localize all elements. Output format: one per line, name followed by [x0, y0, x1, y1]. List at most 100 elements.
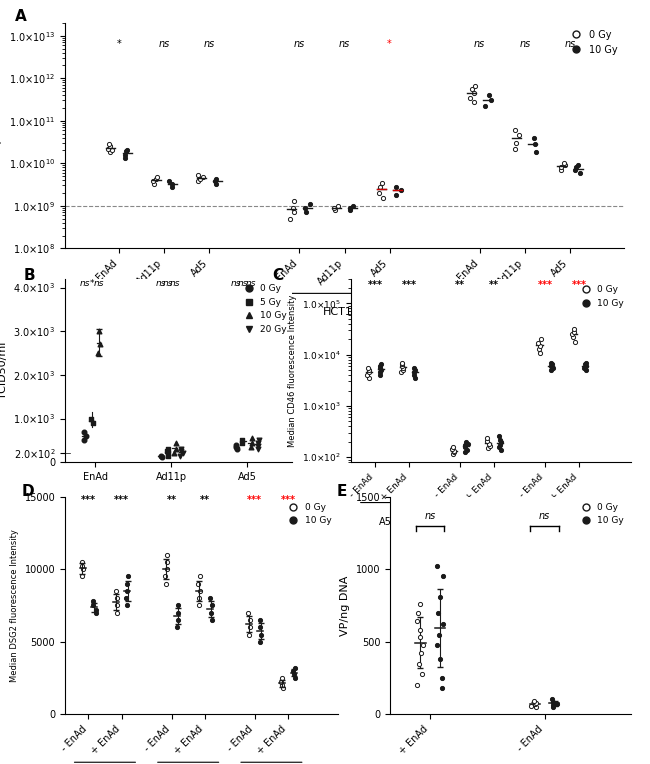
- Point: [534, 346, 545, 358]
- Point: [533, 337, 543, 349]
- Point: [285, 212, 295, 225]
- Point: [534, 343, 544, 355]
- Point: [105, 141, 115, 153]
- Point: [376, 358, 387, 371]
- Point: [90, 607, 101, 619]
- Point: [231, 443, 242, 455]
- Point: [396, 360, 407, 372]
- Point: [448, 448, 458, 460]
- Point: [571, 161, 582, 173]
- Point: [559, 157, 569, 170]
- Point: [78, 563, 88, 575]
- Y-axis label: Median DSG2 fluorescence Intensity: Median DSG2 fluorescence Intensity: [10, 529, 19, 682]
- Point: [510, 143, 520, 155]
- Point: [378, 193, 388, 205]
- Text: ***: ***: [538, 280, 552, 290]
- Point: [530, 698, 540, 711]
- Point: [253, 443, 263, 455]
- Text: B: B: [24, 268, 36, 283]
- Y-axis label: Median CD46 fluorescence Intensity: Median CD46 fluorescence Intensity: [288, 294, 296, 447]
- Point: [463, 438, 473, 450]
- Point: [173, 599, 183, 611]
- Point: [276, 672, 287, 685]
- Point: [255, 636, 265, 648]
- Point: [77, 556, 88, 568]
- Point: [244, 614, 255, 626]
- Text: **: **: [455, 280, 465, 290]
- Point: [546, 364, 556, 376]
- Point: [469, 87, 479, 99]
- Point: [120, 148, 131, 160]
- Point: [206, 607, 216, 619]
- Point: [514, 129, 524, 141]
- Point: [168, 448, 179, 460]
- Point: [559, 159, 569, 171]
- Point: [568, 325, 578, 338]
- Text: **: **: [166, 495, 177, 505]
- Point: [122, 585, 133, 597]
- Point: [581, 360, 592, 372]
- Legend: 0 Gy, 10 Gy: 0 Gy, 10 Gy: [575, 501, 626, 527]
- Text: ***: ***: [281, 495, 296, 505]
- Point: [415, 624, 425, 636]
- Text: ns: ns: [159, 38, 170, 49]
- Point: [567, 328, 577, 340]
- Point: [198, 170, 208, 183]
- Point: [460, 439, 470, 452]
- Y-axis label: VP/ng DNA: VP/ng DNA: [340, 575, 350, 636]
- Point: [510, 124, 520, 136]
- Point: [464, 92, 474, 104]
- Point: [434, 628, 444, 640]
- Point: [493, 430, 504, 442]
- Point: [120, 152, 130, 164]
- Point: [205, 592, 215, 604]
- Point: [122, 578, 133, 590]
- Point: [162, 445, 172, 458]
- Point: [344, 204, 355, 216]
- Point: [211, 173, 221, 186]
- Point: [548, 362, 558, 374]
- Text: ns: ns: [94, 279, 104, 287]
- Point: [155, 449, 166, 461]
- Point: [438, 618, 448, 630]
- Point: [494, 441, 504, 453]
- Point: [148, 175, 158, 187]
- Point: [81, 430, 91, 442]
- Point: [247, 432, 257, 445]
- Point: [391, 189, 402, 201]
- Point: [86, 413, 96, 425]
- Point: [112, 599, 122, 611]
- Point: [568, 331, 578, 343]
- Point: [435, 591, 445, 603]
- Point: [448, 442, 459, 454]
- Point: [345, 202, 356, 214]
- Point: [376, 364, 387, 376]
- Point: [531, 701, 541, 714]
- Text: **: **: [489, 280, 499, 290]
- Point: [246, 441, 256, 453]
- Point: [529, 131, 539, 144]
- Legend: 0 Gy, 10 Gy: 0 Gy, 10 Gy: [282, 501, 333, 527]
- Point: [447, 443, 458, 455]
- Text: ns: ns: [155, 279, 166, 287]
- Text: *: *: [90, 279, 94, 287]
- Y-axis label: VP/well: VP/well: [0, 115, 3, 156]
- Point: [408, 366, 419, 378]
- Point: [95, 338, 105, 351]
- Point: [278, 682, 288, 694]
- Point: [300, 202, 311, 214]
- Point: [580, 358, 590, 371]
- Text: C: C: [273, 268, 284, 283]
- Point: [245, 621, 255, 633]
- Text: ***: ***: [572, 280, 587, 290]
- Point: [348, 199, 358, 212]
- Point: [398, 364, 408, 376]
- Point: [569, 322, 579, 335]
- Point: [166, 180, 177, 193]
- Point: [449, 445, 460, 457]
- Text: *: *: [387, 38, 392, 49]
- Point: [328, 202, 339, 214]
- Point: [162, 448, 173, 460]
- Point: [436, 682, 447, 694]
- Point: [460, 446, 471, 458]
